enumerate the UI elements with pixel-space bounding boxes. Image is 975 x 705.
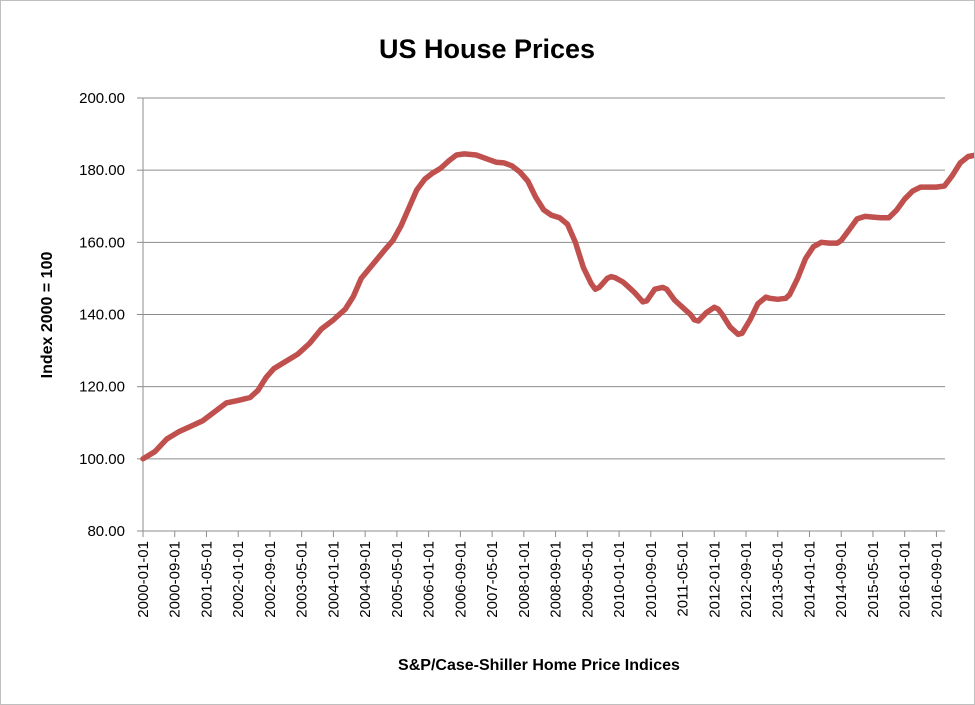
x-tick-label-0: 2000-01-01 [135,541,152,618]
x-tick-label-2: 2001-05-01 [198,541,215,618]
x-tick-label-9: 2006-01-01 [421,541,438,618]
x-tick-label-25: 2016-09-01 [928,541,945,618]
x-tick-label-22: 2014-09-01 [833,541,850,618]
x-tick-label-7: 2004-09-01 [357,541,374,618]
x-tick-label-20: 2013-05-01 [770,541,787,618]
y-tick-label-4: 160.00 [79,234,125,251]
x-tick-label-19: 2012-09-01 [738,541,755,618]
y-tick-label-2: 120.00 [79,379,125,396]
x-tick-label-12: 2008-01-01 [516,541,533,618]
y-tick-labels: 80.00 100.00 120.00 140.00 160.00 180.00 200.0… [79,90,125,540]
x-tick-labels: 2000-01-01 2000-09-01 2001-05-01 2002-01-01… [135,541,945,618]
series-line-0 [140,151,974,462]
chart-title: US House Prices [379,34,595,64]
y-tick-label-0: 80.00 [87,523,125,540]
x-tick-label-15: 2010-01-01 [611,541,628,618]
x-tick-label-13: 2008-09-01 [548,541,565,618]
y-axis-title: Index 2000 = 100 [39,252,56,379]
y-tick-label-6: 200.00 [79,90,125,107]
x-tick-label-4: 2002-09-01 [262,541,279,618]
x-tick-label-24: 2016-01-01 [897,541,914,618]
axes [137,97,945,537]
y-tick-label-5: 180.00 [79,162,125,179]
x-tick-label-3: 2002-01-01 [230,541,247,618]
x-tick-label-11: 2007-05-01 [484,541,501,618]
gridlines [143,97,945,460]
x-tick-label-16: 2010-09-01 [643,541,660,618]
x-tick-label-10: 2006-09-01 [452,541,469,618]
x-tick-label-1: 2000-09-01 [167,541,184,618]
x-tick-label-18: 2012-01-01 [706,541,723,618]
y-tick-label-3: 140.00 [79,307,125,324]
x-tick-label-6: 2004-01-01 [325,541,342,618]
x-tick-label-5: 2003-05-01 [294,541,311,618]
x-tick-label-23: 2015-05-01 [865,541,882,618]
series-group [140,151,974,462]
x-tick-label-8: 2005-05-01 [389,541,406,618]
x-tick-label-21: 2014-01-01 [801,541,818,618]
x-axis-title: S&P/Case-Shiller Home Price Indices [398,657,680,674]
x-tick-label-17: 2011-05-01 [675,541,692,617]
x-tick-label-14: 2009-05-01 [579,541,596,618]
y-tick-label-1: 100.00 [79,451,125,468]
